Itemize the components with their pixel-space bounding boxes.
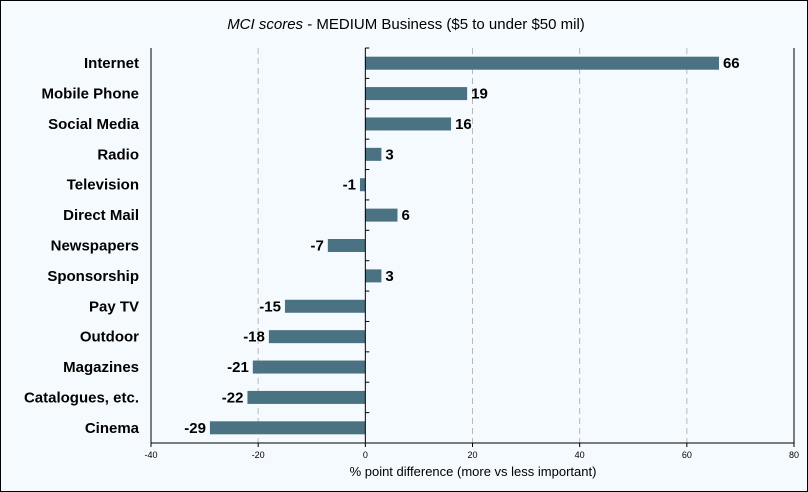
bar-outdoor: [268, 330, 366, 344]
data-label: -15: [259, 298, 281, 315]
data-label: -22: [222, 389, 244, 406]
x-tick-label--40: -40: [144, 450, 157, 460]
bar-radio: [365, 147, 382, 161]
bar-catalogues-etc-: [247, 390, 366, 404]
data-label: 6: [401, 207, 409, 224]
data-label: -7: [310, 238, 323, 255]
category-label: Radio: [97, 146, 139, 163]
x-tick-label-80: 80: [789, 450, 799, 460]
bar-internet: [365, 56, 719, 70]
chart-title-italic: MCI scores: [227, 16, 303, 33]
data-label: 66: [723, 55, 740, 72]
category-label: Newspapers: [51, 238, 139, 255]
bar-television: [359, 178, 366, 192]
bar-pay-tv: [284, 299, 366, 313]
data-label: -21: [227, 359, 249, 376]
category-label: Direct Mail: [63, 207, 139, 224]
labels: Internet 66 Mobile Phone 19 Social Media 16 Ra…: [24, 55, 740, 437]
category-label: Television: [67, 177, 139, 194]
category-label: Magazines: [63, 359, 139, 376]
data-label: -29: [184, 420, 206, 437]
category-label: Internet: [84, 55, 139, 72]
chart-title: MCI scores - MEDIUM Business ($5 to unde…: [227, 16, 585, 33]
data-label: -1: [343, 177, 356, 194]
category-label: Outdoor: [80, 329, 139, 346]
x-tick-label-60: 60: [682, 450, 692, 460]
category-label: Pay TV: [89, 298, 139, 315]
bar-sponsorship: [365, 269, 382, 283]
bars: [209, 56, 719, 435]
bar-magazines: [252, 360, 366, 374]
bar-mobile-phone: [365, 87, 468, 101]
bar-cinema: [209, 421, 366, 435]
bar-social-media: [365, 117, 452, 131]
data-label: 16: [455, 116, 472, 133]
bar-direct-mail: [365, 208, 398, 222]
axes: -40 -20 0 20 40 60 80: [144, 47, 799, 460]
category-label: Social Media: [48, 116, 140, 133]
category-label: Mobile Phone: [42, 86, 140, 103]
category-label: Catalogues, etc.: [24, 389, 139, 406]
data-label: 3: [385, 268, 393, 285]
data-label: -18: [243, 329, 265, 346]
x-tick-label-40: 40: [575, 450, 585, 460]
bar-newspapers: [327, 239, 366, 252]
data-label: 19: [471, 86, 488, 103]
x-tick-label-20: 20: [467, 450, 477, 460]
category-label: Sponsorship: [47, 268, 139, 285]
chart-title-rest: - MEDIUM Business ($5 to under $50 mil): [303, 16, 585, 33]
x-tick-label--20: -20: [252, 450, 265, 460]
x-tick-label-0: 0: [363, 450, 368, 460]
category-label: Cinema: [85, 420, 140, 437]
data-label: 3: [385, 146, 393, 163]
x-axis-title: % point difference (more vs less importa…: [350, 464, 597, 479]
